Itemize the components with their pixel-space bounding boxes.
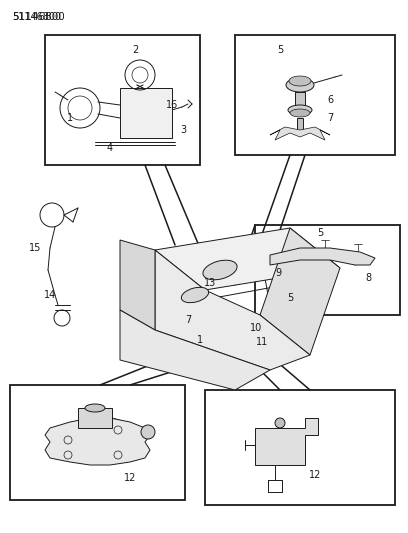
Text: 15: 15 (29, 243, 41, 253)
Text: 1: 1 (67, 113, 73, 123)
Ellipse shape (286, 78, 314, 92)
Text: 2: 2 (132, 45, 138, 55)
Polygon shape (270, 248, 375, 265)
Bar (295, 92, 305, 110)
Text: 12: 12 (309, 470, 321, 480)
Text: 14: 14 (44, 290, 56, 300)
Text: 13: 13 (204, 278, 216, 288)
Bar (205, 390, 395, 505)
Circle shape (275, 418, 285, 428)
Ellipse shape (290, 109, 310, 117)
Ellipse shape (85, 404, 105, 412)
Text: 12: 12 (124, 473, 136, 483)
Text: 16: 16 (166, 100, 178, 110)
Ellipse shape (288, 105, 312, 115)
Polygon shape (155, 250, 310, 370)
Polygon shape (270, 127, 330, 140)
Text: 8: 8 (365, 273, 371, 283)
Text: 10: 10 (250, 323, 262, 333)
Text: 11: 11 (256, 337, 268, 347)
Text: 9: 9 (275, 268, 281, 278)
Text: 5: 5 (317, 228, 323, 238)
Polygon shape (260, 228, 340, 355)
Text: 6: 6 (327, 95, 333, 105)
Text: 1: 1 (197, 335, 203, 345)
Text: 7: 7 (327, 113, 333, 123)
Circle shape (141, 425, 155, 439)
Bar (10, 385, 185, 500)
Ellipse shape (203, 260, 237, 280)
Text: 3: 3 (180, 125, 186, 135)
Text: 5: 5 (277, 45, 283, 55)
Polygon shape (120, 240, 155, 330)
Text: 7: 7 (185, 315, 191, 325)
Bar (45, 35, 200, 165)
Text: 51146800: 51146800 (12, 12, 65, 22)
Bar (78, 408, 112, 428)
Text: 5: 5 (287, 293, 293, 303)
Bar (255, 225, 400, 315)
Bar (235, 35, 395, 155)
Ellipse shape (182, 287, 208, 303)
Text: 4: 4 (107, 143, 113, 153)
Bar (297, 118, 303, 130)
Polygon shape (255, 418, 318, 465)
Ellipse shape (289, 76, 311, 86)
Polygon shape (155, 228, 340, 290)
Polygon shape (120, 310, 270, 390)
Bar (120, 88, 172, 138)
Polygon shape (45, 418, 150, 465)
Text: 51146800: 51146800 (12, 12, 61, 22)
